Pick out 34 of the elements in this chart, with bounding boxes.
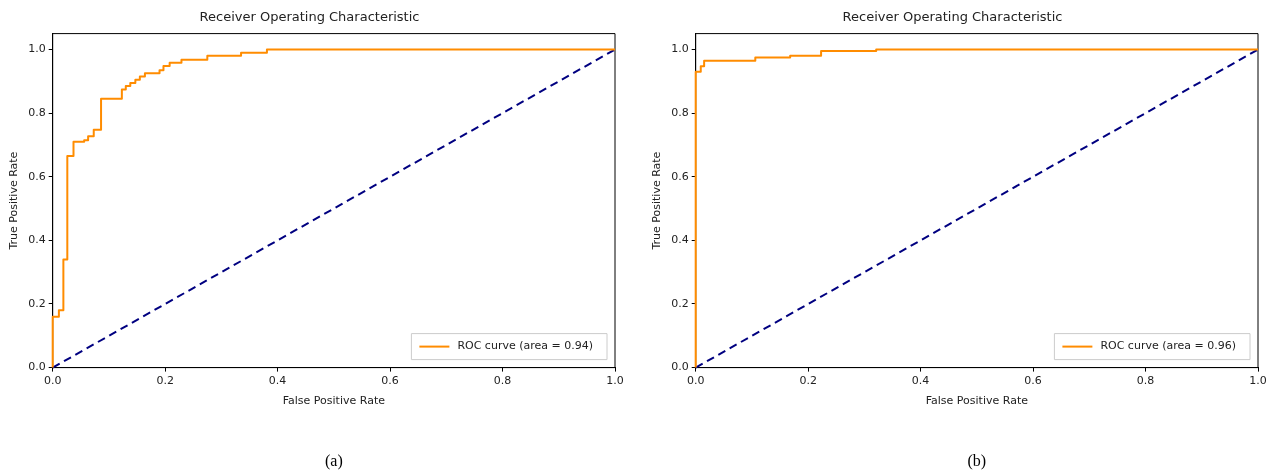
y-axis-title: True Positive Rate (650, 151, 664, 251)
y-tick-label: 0.4 (28, 233, 46, 247)
y-tick-label: 0.2 (671, 296, 689, 310)
x-tick-label: 0.4 (268, 374, 287, 388)
x-tick-label: 0.6 (1024, 374, 1042, 388)
x-tick-label: 0.2 (156, 374, 174, 388)
legend-label: ROC curve (area = 0.96) (1100, 339, 1236, 353)
y-tick-label: 0.0 (671, 360, 689, 374)
y-tick-label: 0.8 (671, 105, 689, 119)
x-tick-label: 1.0 (606, 374, 624, 388)
y-tick-label: 0.8 (28, 105, 46, 119)
y-tick-label: 0.0 (28, 360, 46, 374)
y-tick-label: 1.0 (671, 42, 689, 56)
text: (b) (967, 452, 987, 471)
x-tick-label: 0.4 (911, 374, 930, 388)
x-tick-label: 0.0 (686, 374, 705, 388)
chart-title: Receiver Operating Characteristic (199, 9, 420, 25)
y-axis-title: True Positive Rate (7, 151, 21, 251)
x-tick-label: 0.2 (799, 374, 817, 388)
x-tick-label: 0.8 (1136, 374, 1155, 388)
x-tick-label: 0.8 (493, 374, 512, 388)
y-tick-label: 0.4 (671, 233, 689, 247)
y-tick-label: 0.6 (671, 169, 689, 183)
y-tick-label: 0.2 (28, 296, 46, 310)
x-tick-label: 0.0 (43, 374, 62, 388)
y-tick-label: 1.0 (28, 42, 46, 56)
x-tick-label: 0.6 (381, 374, 399, 388)
y-tick-label: 0.6 (28, 169, 46, 183)
x-axis-title: False Positive Rate (282, 394, 386, 408)
legend-label: ROC curve (area = 0.94) (457, 339, 593, 353)
chart-title: Receiver Operating Characteristic (842, 9, 1063, 25)
x-tick-label: 1.0 (1249, 374, 1267, 388)
text: (a) (324, 452, 343, 471)
x-axis-title: False Positive Rate (925, 394, 1029, 408)
